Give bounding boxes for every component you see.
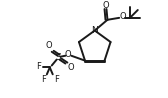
Text: O: O: [46, 41, 52, 50]
Text: O: O: [65, 50, 71, 59]
Text: O: O: [119, 12, 126, 21]
Text: O: O: [102, 1, 109, 10]
Text: F: F: [54, 75, 59, 84]
Text: F: F: [41, 75, 46, 84]
Text: S: S: [56, 53, 61, 62]
Text: O: O: [68, 63, 75, 72]
Text: N: N: [91, 26, 98, 35]
Text: F: F: [37, 62, 41, 71]
